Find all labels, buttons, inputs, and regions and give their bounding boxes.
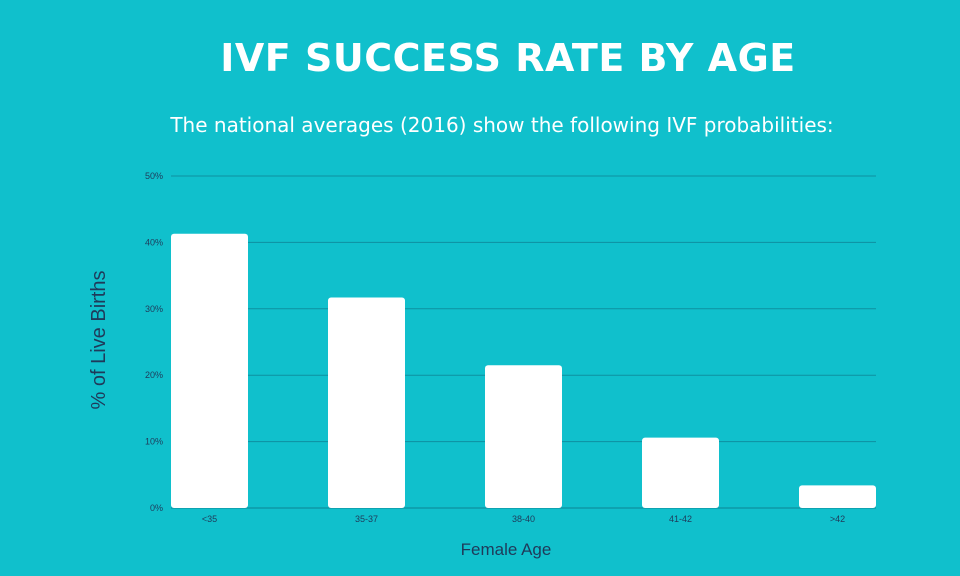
bars — [171, 233, 876, 508]
x-axis-title: Female Age — [461, 540, 552, 559]
x-tick-label: 41-42 — [669, 514, 692, 524]
x-axis-ticks: <35 35-37 38-40 41-42 >42 — [202, 514, 845, 524]
y-axis-ticks: 0% 10% 20% 30% 40% 50% — [145, 171, 163, 513]
bar — [171, 233, 248, 508]
chart-title: IVF SUCCESS RATE BY AGE — [220, 36, 796, 80]
y-tick-label: 20% — [145, 370, 163, 380]
y-tick-label: 40% — [145, 237, 163, 247]
x-tick-label: 38-40 — [512, 514, 535, 524]
y-tick-label: 0% — [150, 503, 163, 513]
bar — [485, 365, 562, 508]
bar — [328, 297, 405, 508]
chart-subtitle: The national averages (2016) show the fo… — [170, 113, 834, 137]
y-tick-label: 10% — [145, 437, 163, 447]
bar — [642, 437, 719, 508]
bar — [799, 485, 876, 508]
x-tick-label: <35 — [202, 514, 217, 524]
x-tick-label: 35-37 — [355, 514, 378, 524]
y-axis-title: % of Live Births — [88, 271, 110, 410]
x-tick-label: >42 — [830, 514, 845, 524]
y-tick-label: 30% — [145, 304, 163, 314]
y-tick-label: 50% — [145, 171, 163, 181]
